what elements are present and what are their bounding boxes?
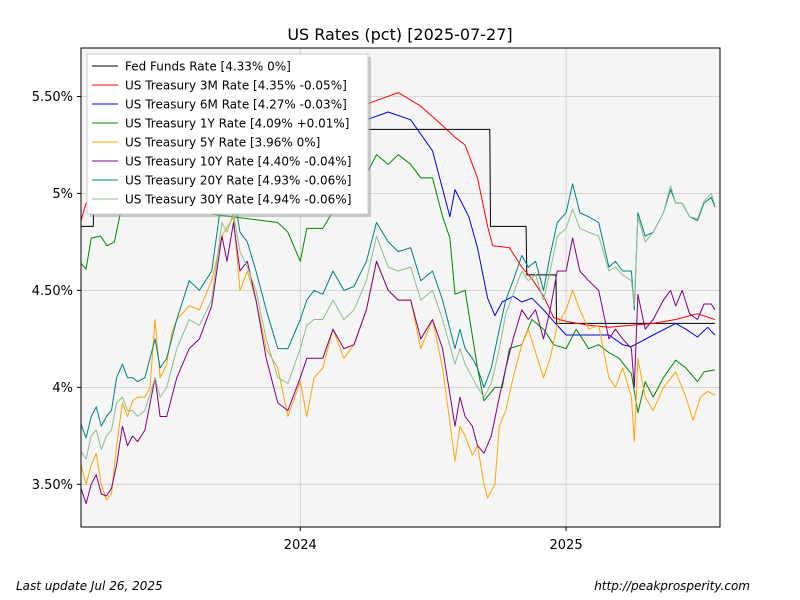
x-tick-label: 2024	[284, 538, 317, 553]
series-line-7	[81, 185, 716, 460]
legend-entry: US Treasury 20Y Rate [4.93% -0.06%]	[125, 174, 351, 188]
legend-entry: US Treasury 5Y Rate [3.96% 0%]	[125, 136, 320, 150]
legend-entry: US Treasury 6M Rate [4.27% -0.03%]	[125, 98, 347, 112]
legend: Fed Funds Rate [4.33% 0%] US Treasury 3M …	[86, 53, 371, 217]
legend-entry: Fed Funds Rate [4.33% 0%]	[125, 60, 291, 74]
source-link[interactable]: http://peakprosperity.com	[594, 579, 750, 593]
y-tick-label: 5.50%	[32, 90, 73, 105]
legend-box	[86, 53, 369, 215]
series-line-5	[81, 222, 716, 505]
axis-ticks: 3.50% 4% 4.50% 5% 5.50% 2024 2025	[32, 90, 583, 553]
y-tick-label: 4%	[52, 381, 73, 396]
legend-entry: US Treasury 3M Rate [4.35% -0.05%]	[125, 79, 347, 93]
legend-entry: US Treasury 1Y Rate [4.09% +0.01%]	[125, 117, 349, 131]
series-line-6	[81, 183, 716, 439]
legend-entry: US Treasury 10Y Rate [4.40% -0.04%]	[125, 155, 351, 169]
chart-title: US Rates (pct) [2025-07-27]	[287, 25, 512, 44]
plot-frame	[80, 47, 721, 528]
x-tick-label: 2025	[550, 538, 583, 553]
y-tick-label: 5%	[52, 187, 73, 202]
y-tick-label: 3.50%	[32, 478, 73, 493]
last-update-text: Last update Jul 26, 2025	[16, 579, 163, 593]
y-tick-label: 4.50%	[32, 284, 73, 299]
legend-entry: US Treasury 30Y Rate [4.94% -0.06%]	[125, 193, 351, 207]
